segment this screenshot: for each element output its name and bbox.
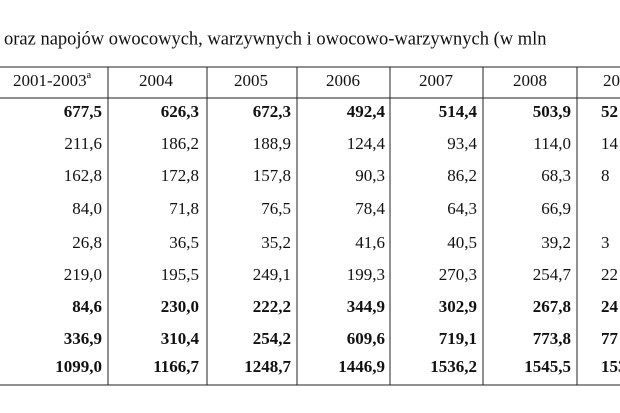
table-cell: 344,9 — [347, 297, 385, 316]
table-cell: 124,4 — [347, 134, 386, 153]
table-cell: 219,0 — [64, 265, 102, 284]
table-cell: 677,5 — [64, 102, 102, 121]
table-cell: 503,9 — [533, 102, 571, 121]
table-cell: 39,2 — [541, 233, 571, 252]
table-cell: 254,2 — [253, 329, 291, 348]
table-cell: 310,4 — [161, 329, 200, 348]
header-text: 2001-2003 — [13, 71, 87, 90]
table-cell: 230,0 — [161, 297, 199, 316]
table-cell: 609,6 — [347, 329, 385, 348]
table-cell: 514,4 — [439, 102, 478, 121]
table-cell: 90,3 — [355, 166, 385, 185]
table-cell: 114,0 — [533, 134, 571, 153]
table-cell: 302,9 — [439, 297, 477, 316]
column-header: 2008 — [513, 71, 547, 90]
table-cell: 36,5 — [169, 233, 199, 252]
table-cell: 157,8 — [253, 166, 291, 185]
table-cell: 1446,9 — [338, 357, 385, 376]
column-header: 2001-2003a — [13, 70, 92, 90]
table-cell: 84,0 — [72, 199, 102, 218]
table-cell: 52 — [601, 102, 618, 121]
table-cell: 93,4 — [447, 134, 477, 153]
table-cell: 172,8 — [161, 166, 199, 185]
table-cell: 68,3 — [541, 166, 571, 185]
table-cell: 195,5 — [161, 265, 199, 284]
table-cell: 84,6 — [72, 297, 102, 316]
table-cell: 3 — [601, 233, 610, 252]
table-cell: 66,9 — [541, 199, 571, 218]
table-cell: 1545,5 — [524, 357, 571, 376]
table-cell: 719,1 — [439, 329, 477, 348]
table-cell: 199,3 — [347, 265, 385, 284]
column-header: 2005 — [234, 71, 268, 90]
footnote-marker: a — [87, 70, 92, 81]
table-cell: 267,8 — [533, 297, 571, 316]
table-cell: 1099,0 — [55, 357, 102, 376]
table-cell: 76,5 — [261, 199, 291, 218]
table-cell: 336,9 — [64, 329, 102, 348]
table-cell: 188,9 — [253, 134, 291, 153]
column-header: 2004 — [139, 71, 174, 90]
table-cell: 270,3 — [439, 265, 477, 284]
table-cell: 773,8 — [533, 329, 571, 348]
table-cell: 492,4 — [347, 102, 386, 121]
table-cell: 672,3 — [253, 102, 291, 121]
table-cell: 254,7 — [533, 265, 572, 284]
table-cell: 1536,2 — [430, 357, 477, 376]
table-cell: 626,3 — [161, 102, 199, 121]
table-cell: 41,6 — [355, 233, 385, 252]
table-cell: 77 — [601, 329, 619, 348]
table-cell: 186,2 — [161, 134, 199, 153]
table-cell: 222,2 — [253, 297, 291, 316]
table-cell: 71,8 — [169, 199, 199, 218]
column-header: 2007 — [419, 71, 454, 90]
table-cell: 211,6 — [64, 134, 102, 153]
column-header: 20 — [603, 71, 620, 90]
table-cell: 35,2 — [261, 233, 291, 252]
table-cell: 86,2 — [447, 166, 477, 185]
table-cell: 78,4 — [355, 199, 385, 218]
table-cell: 8 — [601, 166, 610, 185]
table-cell: 1248,7 — [244, 357, 291, 376]
table-cell: 1166,7 — [153, 357, 199, 376]
table-cell: 22 — [601, 265, 618, 284]
table-cell: 249,1 — [253, 265, 291, 284]
column-header: 2006 — [326, 71, 360, 90]
table-title: oraz napojów owocowych, warzywnych i owo… — [4, 29, 547, 49]
table-cell: 26,8 — [72, 233, 102, 252]
table-cell: 40,5 — [447, 233, 477, 252]
table-cell: 14 — [601, 134, 619, 153]
table-cell: 153 — [601, 357, 620, 376]
table-cell: 162,8 — [64, 166, 102, 185]
table-cell: 64,3 — [447, 199, 477, 218]
table-cell: 24 — [601, 297, 619, 316]
